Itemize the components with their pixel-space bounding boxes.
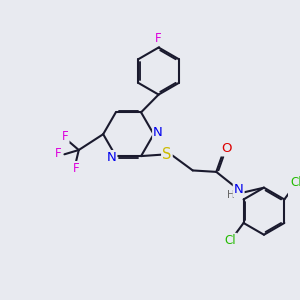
Text: Cl: Cl <box>290 176 300 189</box>
Text: S: S <box>162 147 172 162</box>
Text: F: F <box>55 147 62 160</box>
Text: F: F <box>155 32 162 45</box>
Text: N: N <box>234 183 244 196</box>
Text: Cl: Cl <box>224 234 236 247</box>
Text: F: F <box>62 130 69 143</box>
Text: H: H <box>227 190 235 200</box>
Text: N: N <box>153 126 163 139</box>
Text: N: N <box>106 151 116 164</box>
Text: F: F <box>73 162 80 175</box>
Text: O: O <box>221 142 231 155</box>
